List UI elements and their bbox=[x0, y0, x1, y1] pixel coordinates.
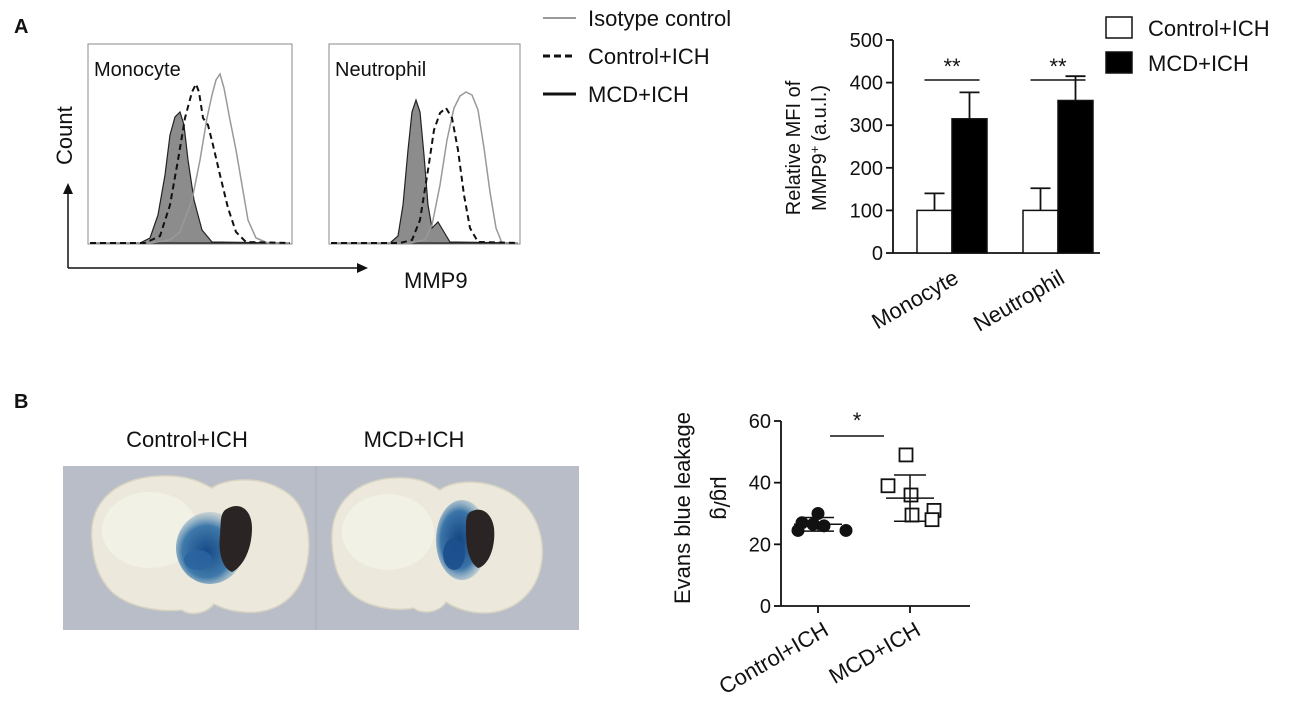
monocyte-control-curve bbox=[90, 81, 291, 244]
scatter-point bbox=[880, 478, 896, 494]
panel-label-a: A bbox=[14, 16, 28, 38]
scatter-y-tick-label: 40 bbox=[749, 473, 771, 495]
scatter-point bbox=[791, 523, 805, 537]
bar-legend-swatch bbox=[1105, 16, 1133, 39]
histogram-x-axis-label: MMP9 bbox=[404, 268, 468, 293]
bar bbox=[916, 209, 953, 254]
neutrophil-mcd-filled-curve bbox=[331, 98, 519, 244]
histogram-axes bbox=[63, 183, 368, 273]
histogram-legend: Isotype control Control+ICH MCD+ICH bbox=[543, 6, 731, 107]
bar-chart-ylabel-sup: + bbox=[807, 146, 822, 154]
bar-y-tick-label: 0 bbox=[872, 243, 883, 265]
bar-chart-ylabel-line2: MMP9+ (a.u.l.) bbox=[807, 85, 831, 211]
significance-marker: ** bbox=[1049, 54, 1067, 79]
brain-panel: Control+ICH MCD+ICH bbox=[63, 427, 579, 630]
monocyte-isotype-curve bbox=[90, 72, 290, 244]
scatter-x-tick-label: MCD+ICH bbox=[825, 617, 925, 689]
bar-legend-swatch bbox=[1105, 51, 1133, 74]
bar-x-tick-label: Neutrophil bbox=[969, 265, 1068, 337]
scatter-significance-marker: * bbox=[853, 408, 862, 433]
scatter-y-tick-label: 20 bbox=[749, 534, 771, 556]
scatter-point bbox=[903, 487, 919, 503]
brain-slice-control bbox=[90, 475, 310, 615]
scatter-y-tick-label: 0 bbox=[760, 596, 771, 618]
scatter-point bbox=[904, 507, 920, 523]
bar-chart-ylabel-unit: (a.u.l.) bbox=[809, 85, 831, 142]
bar bbox=[951, 118, 988, 254]
histogram-monocyte: Monocyte bbox=[87, 43, 293, 245]
scatter-y-tick-label: 60 bbox=[749, 411, 771, 433]
scatter-point bbox=[839, 523, 853, 537]
legend-label-mcd: MCD+ICH bbox=[588, 82, 689, 107]
bar-y-tick-label: 300 bbox=[850, 115, 883, 137]
bar-y-tick-label: 100 bbox=[850, 200, 883, 222]
bar-chart-ylabel-analyte: MMP9 bbox=[809, 153, 831, 211]
scatter-chart: Evans blue leakage μg/g 0 20 40 60 Control+I… bbox=[670, 408, 970, 699]
bar-y-tick-label: 200 bbox=[850, 158, 883, 180]
neutrophil-control-curve bbox=[331, 106, 519, 244]
brain-label-mcd: MCD+ICH bbox=[364, 427, 465, 452]
scatter-x-tick-label: Control+ICH bbox=[715, 617, 833, 699]
scatter-yunit: μg/g bbox=[709, 476, 734, 519]
histogram-label-neutrophil: Neutrophil bbox=[335, 59, 426, 81]
legend-label-control: Control+ICH bbox=[588, 44, 710, 69]
bar-x-tick-label: Monocyte bbox=[867, 265, 962, 334]
histogram-y-axis-label: Count bbox=[52, 106, 77, 165]
scatter-ylabel: Evans blue leakage bbox=[670, 412, 695, 604]
bar bbox=[1022, 209, 1059, 254]
histogram-label-monocyte: Monocyte bbox=[94, 59, 181, 81]
significance-marker: ** bbox=[943, 54, 961, 79]
histogram-neutrophil: Neutrophil bbox=[328, 43, 521, 245]
bar-y-tick-label: 400 bbox=[850, 73, 883, 95]
brain-slice-mcd bbox=[331, 477, 544, 614]
bar bbox=[1057, 99, 1094, 254]
bar-chart-ylabel-line1: Relative MFI of bbox=[783, 80, 805, 215]
monocyte-mcd-filled-curve bbox=[90, 110, 291, 244]
legend-label-isotype: Isotype control bbox=[588, 6, 731, 31]
bar-legend-label: Control+ICH bbox=[1148, 16, 1270, 41]
brain-label-control: Control+ICH bbox=[126, 427, 248, 452]
neutrophil-isotype-curve bbox=[331, 91, 518, 244]
scatter-point bbox=[898, 447, 914, 463]
bar-y-tick-label: 500 bbox=[850, 30, 883, 52]
scatter-point bbox=[811, 507, 825, 520]
bar-chart: Relative MFI of MMP9+ (a.u.l.) Control+IC… bbox=[783, 16, 1270, 336]
bar-chart-legend: Control+ICH MCD+ICH bbox=[1105, 16, 1270, 76]
bar-legend-label: MCD+ICH bbox=[1148, 51, 1249, 76]
panel-label-b: B bbox=[14, 391, 28, 413]
scatter-point bbox=[817, 519, 831, 533]
scatter-point bbox=[924, 512, 940, 528]
